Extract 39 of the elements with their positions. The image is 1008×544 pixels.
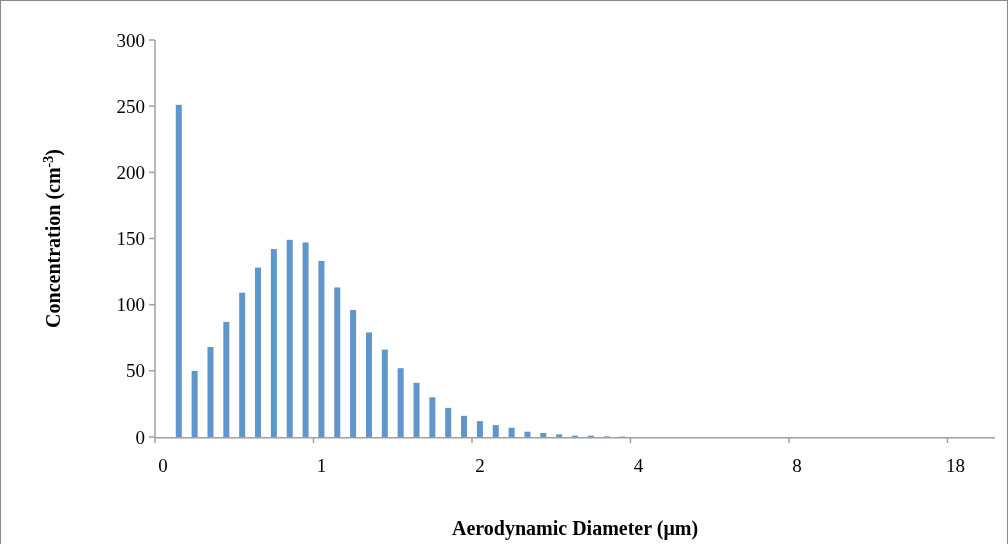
bar [239,292,246,437]
x-tick-label: 4 [633,455,644,476]
y-tick-label: 0 [135,426,145,448]
bar [223,321,230,437]
x-tick-label: 18 [945,455,965,476]
y-tick-label: 50 [126,360,145,382]
bar [445,407,452,437]
bar [270,249,277,437]
bar [318,261,325,437]
x-tick-label: 2 [475,455,485,476]
bar [334,287,341,437]
bar [524,431,531,437]
bar [461,415,468,437]
bar [556,434,563,437]
bar [492,425,499,437]
x-tick-label: 0 [158,455,168,476]
y-tick-label: 150 [116,228,145,250]
bar [508,427,515,437]
bar [207,347,214,437]
y-tick-label: 100 [116,294,145,316]
bar [175,104,182,437]
bar [255,267,262,437]
bar [350,309,357,437]
x-tick-label: 1 [316,455,327,476]
bar [476,421,483,437]
bar [397,368,404,437]
y-tick-label: 300 [116,29,145,51]
bar [540,433,547,437]
bar [191,370,198,437]
x-tick-label: 8 [792,455,802,476]
bar [302,242,309,437]
x-axis-title: Aerodynamic Diameter (μm) [451,517,699,540]
bar [429,397,436,437]
bar [413,382,420,437]
y-tick-label: 250 [116,95,145,117]
bar [365,332,372,437]
y-tick-label: 200 [116,161,145,183]
bar [381,349,388,437]
bar [286,239,293,437]
